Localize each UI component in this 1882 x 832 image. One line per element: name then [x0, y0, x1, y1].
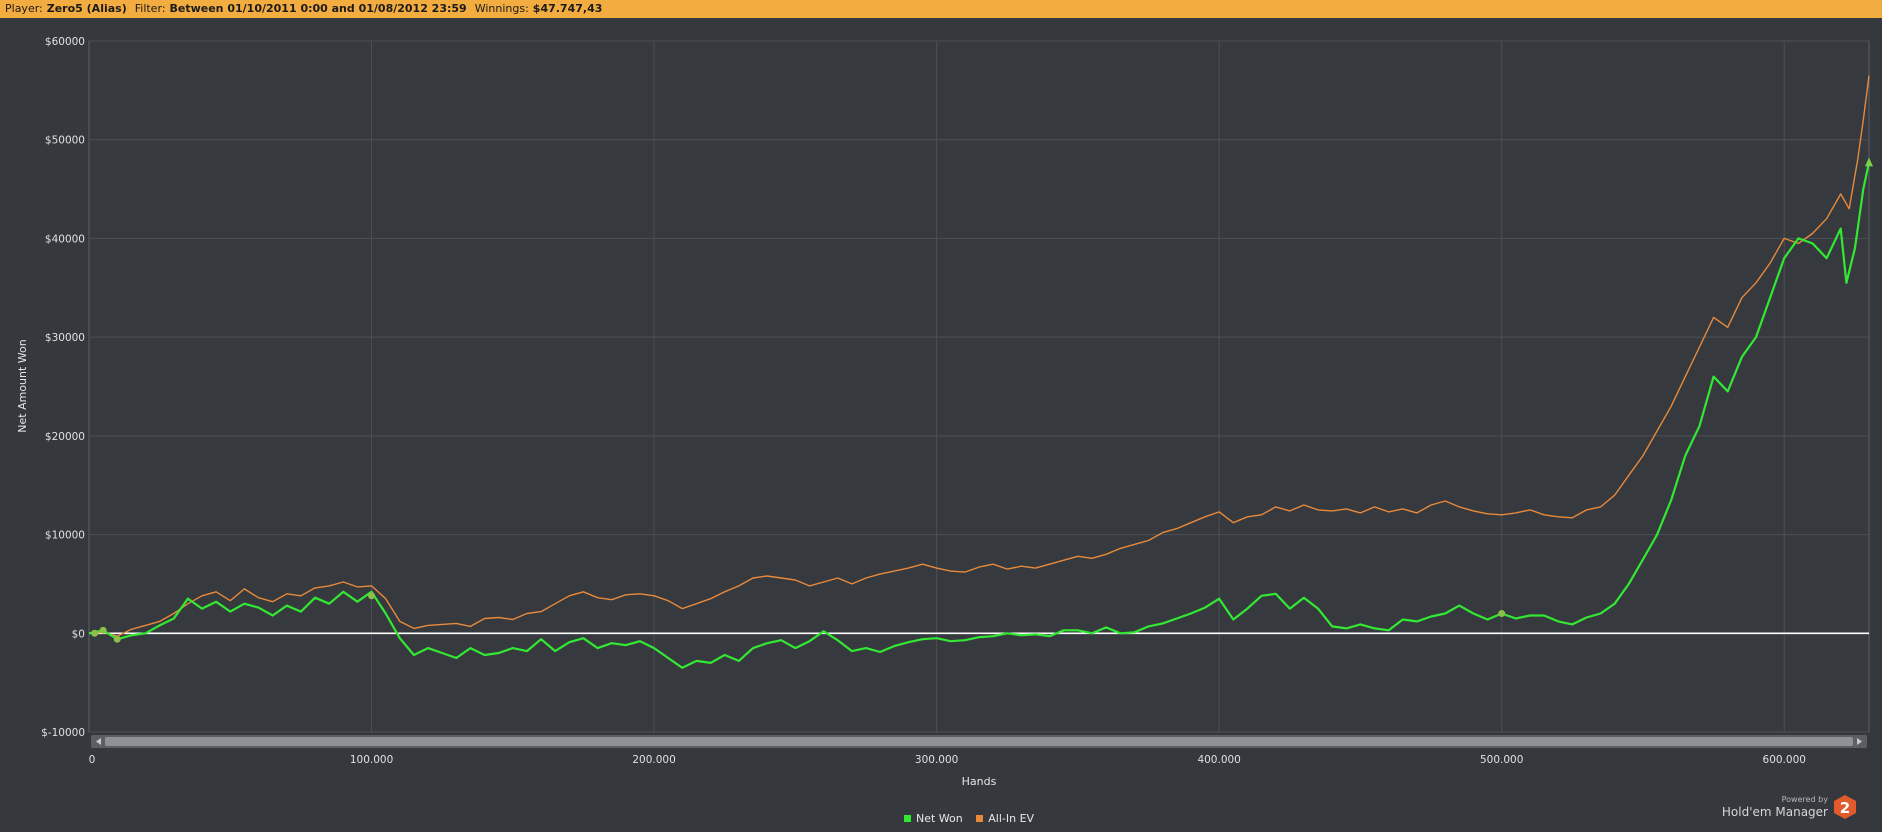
gridlines [89, 40, 1869, 733]
legend-item-net-won[interactable]: Net Won [904, 812, 963, 825]
scroll-right-arrow-icon[interactable] [1857, 738, 1862, 745]
legend-label-net-won: Net Won [916, 812, 963, 825]
x-tick-label-6: 600.000 [1763, 754, 1806, 766]
x-tick-label-3: 300.000 [915, 754, 958, 766]
y-tick-label-6: $0 [72, 628, 85, 640]
series-lines [88, 75, 1871, 669]
series-line-all-in-ev [88, 75, 1870, 637]
x-tick-label-1: 100.000 [350, 754, 393, 766]
branding: Powered by Hold'em Manager 2 [1718, 794, 1868, 824]
filter-value: Between 01/10/2011 0:00 and 01/08/2012 2… [169, 2, 467, 15]
data-marker-1 [99, 626, 107, 634]
y-axis-title: Net Amount Won [16, 339, 29, 432]
winnings-label: Winnings: [474, 2, 529, 15]
legend-swatch-all-in-ev [976, 815, 984, 822]
y-tick-label-0: $60000 [45, 36, 85, 48]
data-marker-4 [1498, 610, 1506, 618]
x-tick-label-5: 500.000 [1480, 754, 1523, 766]
data-marker-0 [91, 629, 99, 637]
x-axis-ticks: 0 100.000 200.000 300.000 400.000 500.000 600.… [89, 754, 1806, 766]
y-tick-label-7: $-10000 [41, 727, 85, 739]
y-axis-ticks: $60000 $50000 $40000 $30000 $20000 $10000 $0 $-… [41, 36, 85, 739]
legend: Net Won All-In EV [904, 812, 1044, 825]
filter-label: Filter: [134, 2, 166, 15]
player-name: Zero5 (Alias) [46, 2, 127, 15]
powered-by-text: Powered by [1781, 795, 1828, 804]
y-tick-label-1: $50000 [45, 135, 85, 147]
y-tick-label-4: $20000 [45, 431, 85, 443]
plot-frame [88, 40, 1870, 733]
y-tick-label-5: $10000 [45, 530, 85, 542]
data-marker-2 [113, 635, 121, 643]
product-name: Hold'em Manager [1721, 805, 1828, 819]
logo-digit: 2 [1840, 799, 1850, 817]
data-marker-3 [368, 592, 376, 600]
scrollbar-thumb[interactable] [105, 737, 1853, 746]
series-line-net-won [88, 162, 1871, 669]
horizontal-scrollbar[interactable] [91, 735, 1867, 748]
x-tick-label-4: 400.000 [1197, 754, 1240, 766]
y-tick-label-2: $40000 [45, 233, 85, 245]
legend-label-all-in-ev: All-In EV [988, 812, 1035, 825]
scroll-left-arrow-icon[interactable] [96, 738, 101, 745]
x-tick-label-0: 0 [89, 754, 96, 766]
chart-info-bar: Player: Zero5 (Alias) Filter: Between 01/10… [0, 0, 1882, 18]
data-markers [91, 157, 1873, 643]
legend-swatch-net-won [904, 815, 911, 822]
y-tick-label-3: $30000 [45, 332, 85, 344]
winnings-value: $47.747,43 [532, 2, 603, 15]
player-label: Player: [5, 2, 43, 15]
legend-item-all-in-ev[interactable]: All-In EV [976, 812, 1034, 825]
end-marker-5 [1865, 157, 1873, 167]
x-tick-label-2: 200.000 [632, 754, 675, 766]
hem2-logo-icon: 2 [1834, 795, 1856, 819]
graph-area: $60000 $50000 $40000 $30000 $20000 $10000 $0 $-… [16, 36, 1873, 788]
x-axis-title: Hands [962, 775, 997, 788]
